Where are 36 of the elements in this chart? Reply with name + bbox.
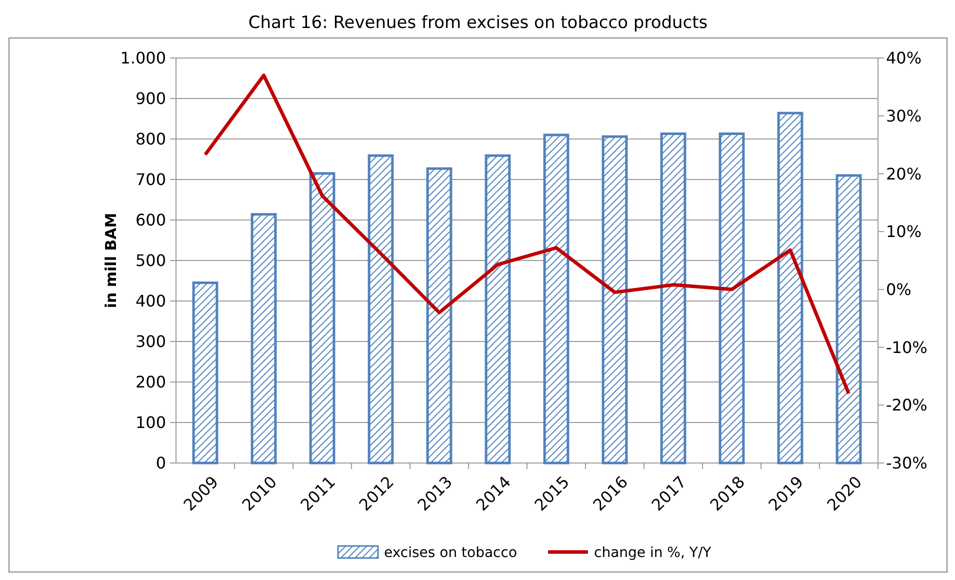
line-series [204,74,850,396]
y2-tick-label: 0% [886,280,912,300]
chart-title: Chart 16: Revenues from excises on tobacco products [248,13,708,33]
bar [484,154,511,464]
bar [368,154,394,464]
bar [718,132,745,464]
y-tick-label: 100 [135,413,166,432]
y-axis-title: in mill BAM [102,212,120,308]
y-tick-label: 900 [135,89,166,108]
y-tick-label: 500 [135,251,166,270]
bar [543,134,570,464]
y2-tick-label: -10% [886,338,928,357]
y-tick-label: 300 [135,332,166,352]
y-tick-label: 1.000 [120,48,166,68]
bar [250,213,277,464]
y2-tick-label: 30% [886,106,922,126]
y2-tick-label: 20% [886,164,922,184]
y2-tick-label: 40% [886,48,922,68]
bar [309,172,336,464]
bar [777,112,804,464]
bar [426,167,452,464]
bar [660,132,686,464]
y2-tick-label: -20% [886,396,928,415]
y2-tick-label: -30% [886,454,928,473]
y-tick-label: 700 [135,170,166,190]
y-tick-label: 0 [156,454,166,473]
bar [192,282,218,464]
legend-label: change in %, Y/Y [594,545,712,561]
legend-label: excises on tobacco [384,545,518,561]
y2-tick-label: 10% [886,222,922,242]
bar [836,174,862,464]
y-tick-label: 200 [135,372,166,392]
y-tick-label: 400 [135,292,166,311]
y-tick-label: 600 [135,210,166,230]
y-tick-label: 800 [135,130,166,149]
bar [602,135,628,464]
